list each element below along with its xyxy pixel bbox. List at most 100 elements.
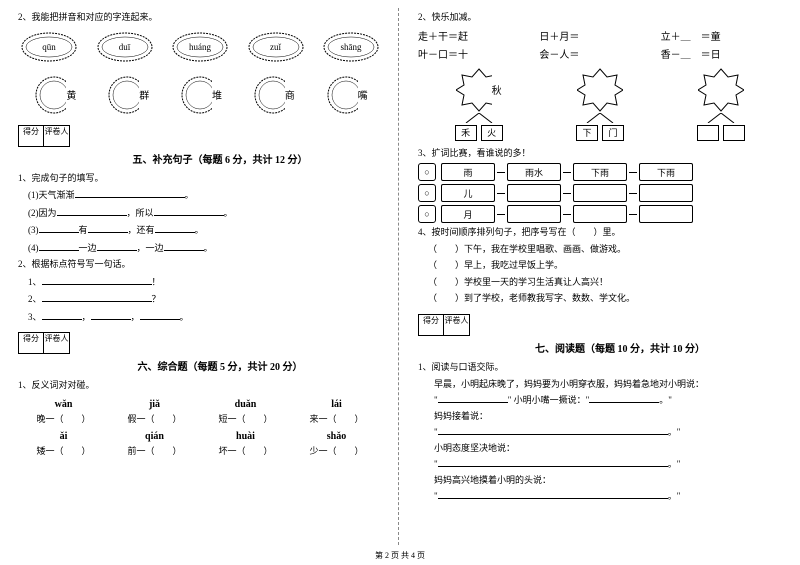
char-pair: 假一（ ） [109,412,200,425]
chain-box[interactable] [573,184,627,202]
chain-link [629,214,637,215]
sub-row: 禾 火 [455,125,503,141]
chain-box[interactable] [507,184,561,202]
r-q3: 3、扩词比赛，看谁说的多！ [418,147,782,161]
chain-link [629,193,637,194]
blank[interactable] [88,223,128,233]
sec7-blank: "。" [434,489,782,502]
star-block-2: 下 门 [576,67,624,141]
split-lines-icon [456,113,502,123]
section6-title: 六、综合题（每题 5 分，共计 20 分） [58,358,382,373]
chain-row-3: ○ 月 [418,205,782,223]
blank[interactable] [91,310,131,320]
text: 妈妈高兴地摸着小明的头说： [434,475,551,485]
q4-line: （ ）学校里一天的学习生活真让人高兴！ [428,276,782,290]
math-row2: 叶－口＝十 会－人＝ 香－＿ ＝日 [418,46,782,61]
sec7-intro: 早晨，小明起床晚了，妈妈要为小明穿衣服，妈妈着急地对小明说： [434,377,782,390]
left-column: 2、我能把拼音和对应的字连起来。 qūn duī huáng zuǐ shāng… [0,0,400,565]
char-circle: 黄 [32,73,76,117]
blank[interactable] [39,241,79,251]
blank[interactable] [155,223,195,233]
pinyin: duǎn [200,399,291,410]
section7-title: 七、阅读题（每题 10 分，共计 10 分） [458,340,782,355]
star-icon [456,67,492,113]
section5-title: 五、补充句子（每题 6 分，共计 12 分） [58,151,382,166]
char-label: 堆 [212,87,222,102]
pinyin-oval: huáng [169,29,231,65]
sub-box[interactable] [697,125,719,141]
sub-box: 火 [481,125,503,141]
conj-text: 一边 [79,243,97,253]
chain-box[interactable] [573,205,627,223]
pinyin-oval: shāng [320,29,382,65]
char-pair: 前一（ ） [109,444,200,457]
blank[interactable] [438,489,668,499]
q4-line: （ ）到了学校，老师教我写字、数数、学文化。 [428,292,782,306]
pair-item: jiǎ 假一（ ） [109,399,200,425]
star-shape [577,67,623,113]
blank[interactable] [75,188,185,198]
conj-text: ，还有 [128,225,155,235]
star-icon [577,67,623,113]
blank[interactable] [97,241,137,251]
sub-box[interactable] [723,125,745,141]
char-pair: 矮一（ ） [18,444,109,457]
math-expr: 香－＿ ＝日 [661,46,782,61]
score-box: 得分 评卷人 [418,314,782,336]
chain-row-1: ○ 雨 雨水 下雨 下雨 [418,163,782,181]
sec5-item4: (4)一边，一边。 [28,241,382,256]
conj-text: ，所以 [127,208,154,218]
blank[interactable] [140,310,180,320]
math-expr: 日＋月＝ [539,28,660,43]
blank[interactable] [438,425,668,435]
char-label: 嘴 [358,87,368,102]
punct-mark: ！ [152,277,161,287]
grader-label: 评卷人 [44,125,70,147]
chain-box: 雨 [441,163,495,181]
spiky-circle-icon [251,73,285,117]
blank[interactable] [438,393,508,403]
punct-mark: ？ [152,294,161,304]
text: 小明态度坚决地说： [434,443,515,453]
blank[interactable] [57,206,127,216]
chain-box[interactable] [639,205,693,223]
chain-box[interactable] [639,184,693,202]
punct-line3: 3、，，。 [28,310,382,325]
spiky-circle-icon [324,73,358,117]
chain-box[interactable] [507,205,561,223]
sec5-item3: (3)有，还有。 [28,223,382,238]
char-circle: 商 [251,73,295,117]
pinyin-oval: qūn [18,29,80,65]
chain-link [497,172,505,173]
math-expr: 立＋＿ ＝童 [661,28,782,43]
chain-row-2: ○ 儿 [418,184,782,202]
sub-box: 门 [602,125,624,141]
blank[interactable] [589,393,659,403]
blank[interactable] [42,275,152,285]
sec7-l4: 小明态度坚决地说： [434,441,782,454]
star-char: 秋 [492,82,502,97]
blank[interactable] [42,310,82,320]
star-icon [698,67,744,113]
blank[interactable] [42,292,152,302]
char-circle: 嘴 [324,73,368,117]
pinyin: jiǎ [109,399,200,410]
chain-link [497,193,505,194]
blank[interactable] [438,457,668,467]
pinyin-oval: duī [94,29,156,65]
pair-row-bot: ǎi矮一（ ） qián前一（ ） huài坏一（ ） shǎo少一（ ） [18,431,382,457]
blank[interactable] [154,206,224,216]
grader-label: 评卷人 [44,332,70,354]
pinyin-oval: zuǐ [245,29,307,65]
char-pair: 短一（ ） [200,412,291,425]
blank[interactable] [39,223,79,233]
sec5-q1: 1、完成句子的填写。 [18,172,382,186]
spiky-circle-icon [32,73,66,117]
pair-item: ǎi矮一（ ） [18,431,109,457]
star-shape: 秋 [456,67,502,113]
right-column: 2、快乐加减。 走＋干＝赶 日＋月＝ 立＋＿ ＝童 叶－口＝十 会－人＝ 香－＿… [400,0,800,565]
char-circle: 堆 [178,73,222,117]
chain-link [497,214,505,215]
blank[interactable] [164,241,204,251]
chain-box: 月 [441,205,495,223]
